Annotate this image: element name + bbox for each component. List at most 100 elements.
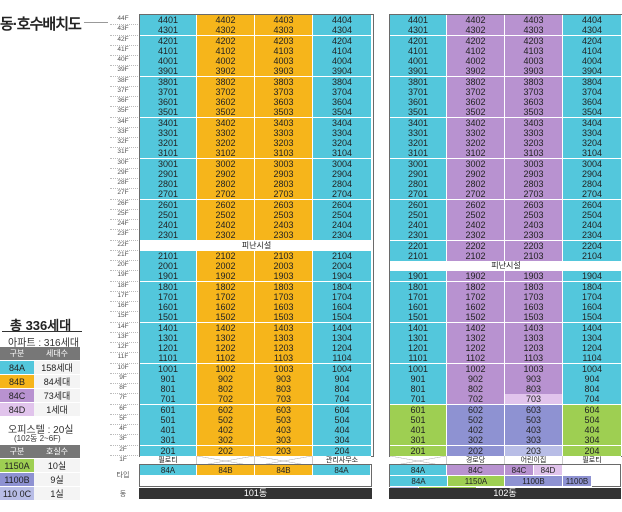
unit-cell: 4003: [255, 56, 313, 66]
floor-separator: [110, 424, 138, 425]
floor-row: 301 302 303 304: [140, 435, 371, 446]
unit-cell: 2104: [563, 250, 621, 261]
unit-cell: 1001: [140, 363, 197, 374]
officetel-count-label: 오피스텔 : 20실: [8, 425, 74, 436]
unit-cell: 3401: [140, 117, 197, 128]
unit-cell: 903: [505, 373, 563, 384]
unit-cell: 2602: [447, 199, 505, 210]
floor-row: 801 802 803 804: [140, 384, 371, 394]
legend-count-cell: 1실: [34, 486, 80, 501]
unit-cell: 1201: [390, 343, 447, 353]
floor-row: 1101 1102 1103 1104: [390, 353, 621, 364]
unit-cell: 1502: [447, 312, 505, 323]
unit-cell: 2501: [140, 209, 197, 220]
unit-cell: 3904: [563, 66, 621, 77]
unit-cell: 2901: [140, 168, 197, 179]
unit-cell: 3801: [140, 76, 197, 87]
unit-cell: 1901: [140, 271, 197, 282]
unit-cell: 4302: [447, 25, 505, 36]
floor-separator: [110, 34, 138, 36]
unit-cell: 3604: [313, 97, 371, 107]
pilotis-row: 경로당 어린이집 필로티: [390, 455, 621, 466]
unit-cell: 2903: [505, 168, 563, 179]
unit-cell: 1801: [140, 281, 197, 292]
unit-cell: 503: [255, 414, 313, 425]
unit-cell: 2802: [447, 179, 505, 189]
unit-cell: 4104: [563, 45, 621, 56]
floor-row: 2201 2202 2203 2204: [390, 240, 621, 251]
unit-cell: 3001: [140, 158, 197, 169]
unit-cell: 1902: [197, 271, 255, 282]
unit-type-cell: 84B: [197, 465, 255, 476]
unit-cell: 1601: [140, 302, 197, 312]
floor-separator: [110, 239, 138, 241]
building-101-grid: 4401 4402 4403 4404 4301 4302 4303 4304 4201 4202…: [139, 14, 374, 466]
unit-cell: 1904: [313, 271, 371, 282]
unit-cell: 3402: [447, 117, 505, 128]
unit-cell: 1704: [563, 291, 621, 302]
unit-cell: 4103: [505, 45, 563, 56]
unit-cell: 3901: [140, 66, 197, 77]
unit-cell: 202: [447, 445, 505, 456]
unit-cell: 4101: [140, 45, 197, 56]
legend-header-count: 호실수: [34, 445, 80, 459]
floor-separator: [110, 85, 138, 87]
floor-row: 1701 1702 1703 1704: [390, 291, 621, 302]
floor-label: 31F: [117, 148, 129, 156]
unit-cell: 1304: [563, 332, 621, 343]
unit-cell: 4401: [390, 15, 447, 25]
unit-cell: 504: [313, 414, 371, 425]
unit-cell: 702: [447, 394, 505, 405]
unit-cell: 2803: [255, 179, 313, 189]
unit-cell: 3803: [255, 76, 313, 87]
unit-cell: 2104: [313, 250, 371, 261]
unit-cell: 2703: [505, 189, 563, 200]
floor-label: 10F: [117, 363, 129, 371]
unit-cell: 4301: [390, 25, 447, 36]
floor-row: 401 402 403 404: [390, 425, 621, 435]
building-101-name: 101동: [139, 488, 372, 499]
floor-separator: [110, 65, 138, 67]
unit-cell: 2503: [255, 209, 313, 220]
unit-cell: 204: [563, 445, 621, 456]
unit-cell: 2002: [197, 261, 255, 271]
unit-cell: 3302: [447, 127, 505, 138]
unit-type-cell: 84A: [390, 465, 447, 476]
floor-row: 1901 1902 1903 1904: [140, 271, 371, 282]
floor-label: 38F: [117, 76, 129, 84]
floor-row: 2001 2002 2003 2004: [140, 261, 371, 271]
unit-cell: 3804: [313, 76, 371, 87]
floor-separator: [110, 147, 138, 149]
floor-row: 3901 3902 3903 3904: [390, 66, 621, 77]
refuge-floor-row: 피난시설: [140, 240, 373, 251]
unit-cell: 3602: [447, 97, 505, 107]
legend-header-count: 세대수: [34, 347, 80, 361]
unit-cell: 4303: [505, 25, 563, 36]
floor-row: 3601 3602 3603 3604: [140, 97, 371, 107]
unit-cell: 2304: [313, 230, 371, 241]
legend-count-cell: 84세대: [34, 374, 80, 389]
floor-label: 40F: [117, 56, 129, 63]
unit-cell: 2702: [197, 189, 255, 200]
unit-type-cell: 84B: [255, 465, 313, 476]
floor-separator: [110, 290, 138, 292]
floor-separator: [110, 434, 138, 436]
unit-cell: 601: [390, 404, 447, 415]
unit-cell: 1202: [447, 343, 505, 353]
unit-cell: 2804: [313, 179, 371, 189]
unit-cell: 2204: [563, 240, 621, 251]
floor-row: 2101 2102 2103 2104: [390, 250, 621, 261]
floor-row: 1101 1102 1103 1104: [140, 353, 371, 364]
unit-cell: 1703: [505, 291, 563, 302]
unit-cell: 1603: [505, 302, 563, 312]
floor-label: 30F: [117, 158, 129, 166]
floor-row: 1301 1302 1303 1304: [140, 332, 371, 343]
unit-cell: 3702: [447, 86, 505, 97]
unit-cell: 1303: [255, 332, 313, 343]
floor-row: 1501 1502 1503 1504: [390, 312, 621, 323]
title-divider: [84, 22, 108, 23]
floor-separator: [110, 55, 138, 56]
unit-cell: 3703: [505, 86, 563, 97]
floor-row: 3101 3102 3103 3104: [140, 148, 371, 159]
unit-cell: 3002: [447, 158, 505, 169]
